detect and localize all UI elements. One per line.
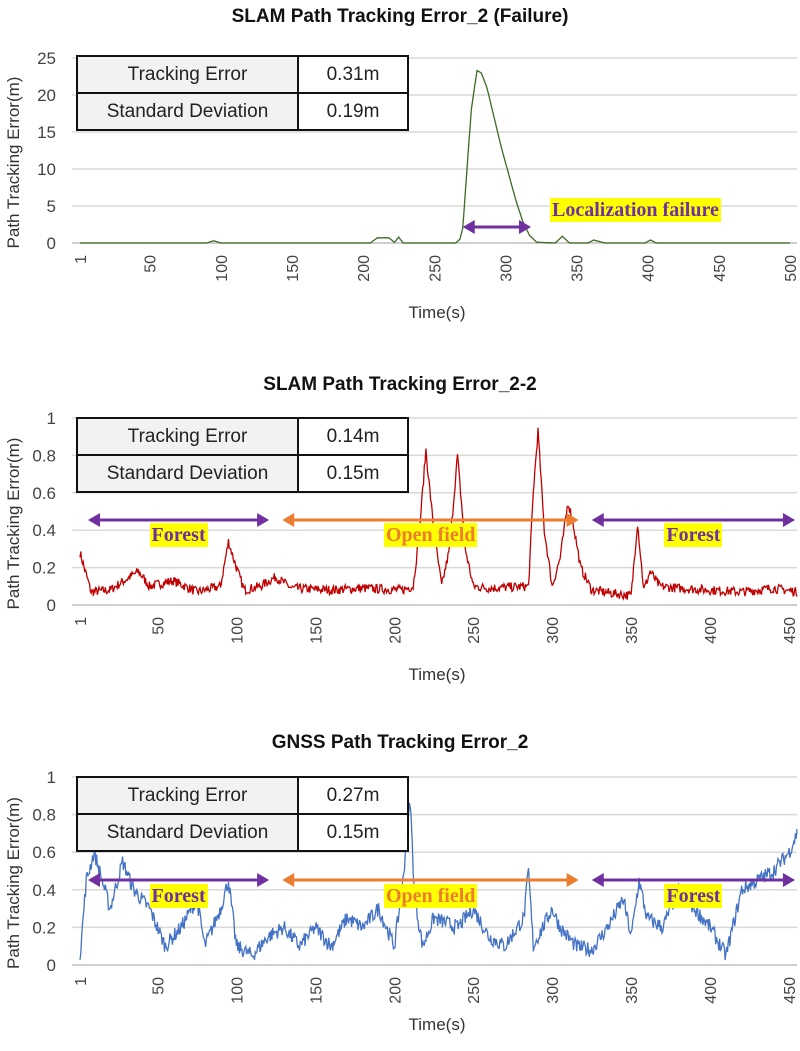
arrow-head-left <box>88 873 100 887</box>
arrow-head-right <box>566 873 579 887</box>
x-tick-label: 450 <box>782 977 799 1004</box>
y-tick-label: 0.8 <box>32 806 56 825</box>
y-tick-label: 0.6 <box>32 484 56 503</box>
x-tick-label: 50 <box>150 617 167 635</box>
y-tick-label: 1 <box>47 409 56 428</box>
y-tick-label: 5 <box>47 197 56 216</box>
tracking-error-value: 0.31m <box>326 63 380 85</box>
x-tick-label: 100 <box>214 255 231 282</box>
data-series-line <box>80 69 790 244</box>
chart-title: SLAM Path Tracking Error_2 (Failure) <box>232 6 569 27</box>
tracking-error-value: 0.14m <box>326 425 380 447</box>
x-axis-label: Time(s) <box>409 303 466 322</box>
x-tick-label: 100 <box>229 617 246 644</box>
y-tick-label: 0.8 <box>32 446 56 465</box>
x-axis-label: Time(s) <box>409 1015 466 1034</box>
x-tick-label: 200 <box>356 255 373 282</box>
y-tick-label: 0.2 <box>32 918 56 937</box>
arrow-head-left <box>462 220 475 234</box>
y-tick-label: 20 <box>37 86 56 105</box>
arrow-head-right <box>783 513 795 527</box>
std-label: Standard Deviation <box>78 815 299 850</box>
region-label: Open field <box>383 884 478 908</box>
arrow-head-right <box>519 220 532 234</box>
std-value: 0.15m <box>326 821 380 843</box>
region-label: Localization failure <box>550 198 721 222</box>
x-tick-label: 400 <box>703 977 720 1004</box>
region-label: Forest <box>664 884 723 908</box>
x-tick-label: 150 <box>285 255 302 282</box>
chart-1: SLAM Path Tracking Error_2 (Failure)0510… <box>4 6 800 322</box>
arrow-head-left <box>591 513 604 527</box>
y-axis-label: Path Tracking Error(m) <box>4 438 23 610</box>
x-tick-label: 400 <box>703 617 720 644</box>
x-tick-label: 250 <box>466 977 483 1004</box>
x-tick-label: 300 <box>545 977 562 1004</box>
tracking-error-value: 0.27m <box>326 784 380 806</box>
y-tick-label: 0 <box>47 596 56 615</box>
x-tick-label: 150 <box>308 617 325 644</box>
arrow-head-right <box>783 873 795 887</box>
tracking-error-label: Tracking Error <box>78 57 299 92</box>
x-tick-label: 300 <box>498 255 515 282</box>
x-axis-label: Time(s) <box>409 665 466 684</box>
data-series-line <box>79 427 798 601</box>
y-tick-label: 0.6 <box>32 843 56 862</box>
y-tick-label: 15 <box>37 123 56 142</box>
x-tick-label: 250 <box>466 617 483 644</box>
x-tick-label: 450 <box>712 255 729 282</box>
y-tick-label: 0 <box>47 234 56 253</box>
x-tick-label: 300 <box>545 617 562 644</box>
std-label: Standard Deviation <box>78 456 299 491</box>
y-tick-label: 0.4 <box>32 521 56 540</box>
y-axis-label: Path Tracking Error(m) <box>4 77 23 249</box>
arrow-head-left <box>282 873 295 887</box>
region-label: Forest <box>664 523 723 547</box>
x-tick-label: 50 <box>150 977 167 995</box>
std-value: 0.15m <box>326 462 380 484</box>
x-tick-label: 350 <box>624 977 641 1004</box>
tracking-error-label: Tracking Error <box>78 778 299 813</box>
region-label: Open field <box>383 523 478 547</box>
arrow-head-right <box>257 873 270 887</box>
std-value: 0.19m <box>326 100 380 122</box>
x-tick-label: 350 <box>624 617 641 644</box>
y-tick-label: 1 <box>47 768 56 787</box>
y-tick-label: 0.2 <box>32 559 56 578</box>
x-tick-label: 1 <box>73 977 90 986</box>
x-tick-label: 250 <box>427 255 444 282</box>
arrow-head-left <box>88 513 100 527</box>
stats-table-1: Tracking Error 0.31m Standard Deviation 0.… <box>76 55 409 131</box>
x-tick-label: 200 <box>387 977 404 1004</box>
x-tick-label: 50 <box>143 255 160 273</box>
y-tick-label: 10 <box>37 160 56 179</box>
chart-3: GNSS Path Tracking Error_2 0 0.2 0.4 0.6 0.8 1… <box>4 732 799 1034</box>
x-tick-label: 500 <box>783 255 800 282</box>
y-axis-label: Path Tracking Error(m) <box>4 797 23 969</box>
chart-title: SLAM Path Tracking Error_2-2 <box>263 374 536 395</box>
stats-table-2: Tracking Error 0.14m Standard Deviation 0.… <box>76 417 409 493</box>
x-tick-label: 150 <box>308 977 325 1004</box>
stats-table-3: Tracking Error 0.27m Standard Deviation 0.… <box>76 776 409 852</box>
y-tick-label: 25 <box>37 49 56 68</box>
std-label: Standard Deviation <box>78 94 299 129</box>
arrow-head-right <box>566 513 579 527</box>
arrow-head-right <box>257 513 270 527</box>
x-tick-label: 350 <box>570 255 587 282</box>
region-label: Forest <box>149 884 208 908</box>
region-label: Forest <box>149 523 208 547</box>
arrow-head-left <box>282 513 295 527</box>
tracking-error-label: Tracking Error <box>78 419 299 454</box>
y-tick-label: 0 <box>47 956 56 975</box>
arrow-head-left <box>591 873 604 887</box>
x-tick-label: 450 <box>782 617 799 644</box>
x-tick-label: 100 <box>229 977 246 1004</box>
x-tick-label: 400 <box>641 255 658 282</box>
x-tick-label: 1 <box>73 255 90 264</box>
x-tick-label: 200 <box>387 617 404 644</box>
x-tick-label: 1 <box>73 617 90 626</box>
chart-title: GNSS Path Tracking Error_2 <box>272 732 529 753</box>
y-tick-label: 0.4 <box>32 881 56 900</box>
